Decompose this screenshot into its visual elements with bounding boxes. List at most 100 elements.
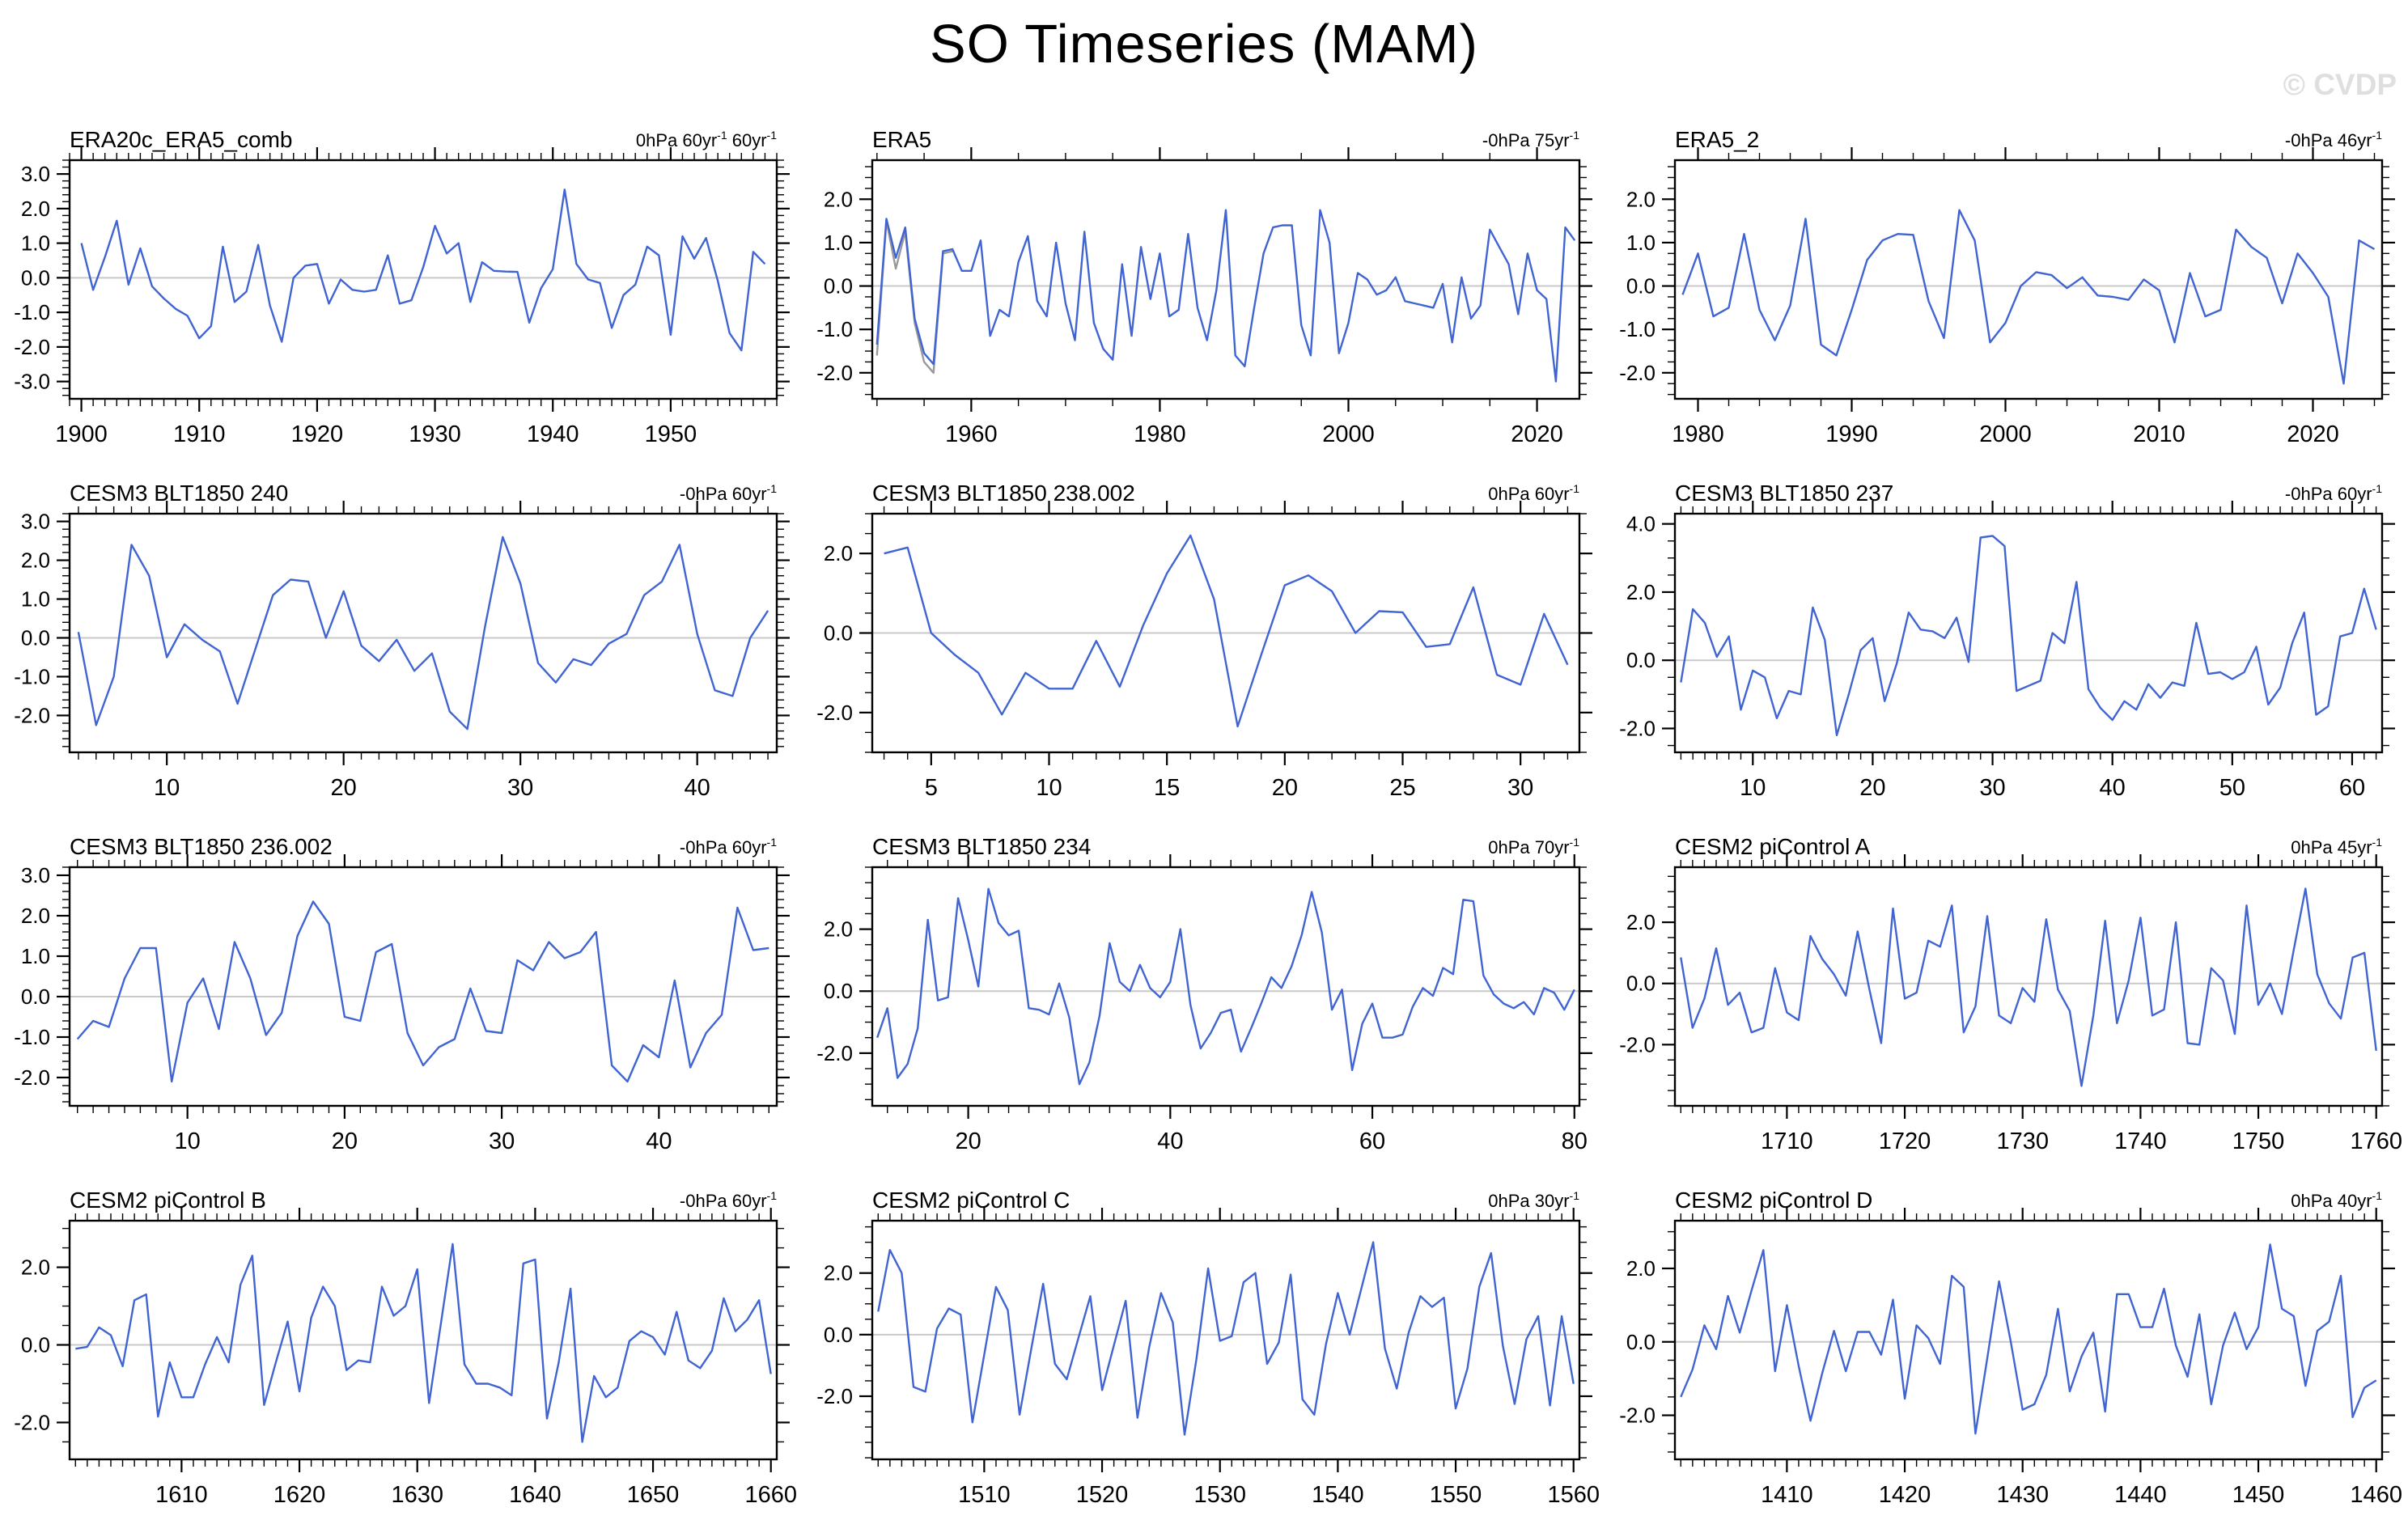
x-tick-label: 1560 <box>1547 1482 1600 1508</box>
y-tick-label: 2.0 <box>824 1261 853 1285</box>
x-tick-label: 60 <box>1359 1128 1385 1154</box>
x-tick-label: 1720 <box>1879 1128 1931 1154</box>
chart-title: CESM3 BLT1850 238.002 <box>872 481 1135 506</box>
chart-units-label: -0hPa 60yr-1 <box>680 482 777 504</box>
x-tick-label: 1900 <box>55 421 108 447</box>
panel-cesm3-blt1850-240: CESM3 BLT1850 240 -0hPa 60yr-1 10 20 30 40 -2.… <box>14 481 790 801</box>
x-tick-label: 2000 <box>1322 421 1375 447</box>
x-tick-label: 1750 <box>2232 1128 2285 1154</box>
y-tick-label: 0.0 <box>1626 1330 1656 1354</box>
x-tick-label: 30 <box>489 1128 515 1154</box>
chart-title: ERA5 <box>872 127 931 152</box>
x-tick-label: 40 <box>685 775 710 801</box>
x-tick-label: 1610 <box>155 1482 208 1508</box>
y-tick-label: -1.0 <box>1619 317 1656 341</box>
x-tick-label: 1640 <box>509 1482 562 1508</box>
plot-box <box>1673 159 2384 400</box>
chart-units-label: -0hPa 60yr-1 <box>680 836 777 857</box>
chart-units-label: 0hPa 40yr-1 <box>2291 1189 2382 1211</box>
panel-cesm3-blt1850-236-002: CESM3 BLT1850 236.002 -0hPa 60yr-1 10 20 30 4… <box>14 834 790 1154</box>
y-tick-label: 0.0 <box>1626 972 1656 996</box>
y-tick-label: 0.0 <box>1626 648 1656 672</box>
x-tick-label: 1650 <box>627 1482 680 1508</box>
y-tick-label: -1.0 <box>14 1025 50 1049</box>
panel-cesm2-picontrol-b: CESM2 piControl B -0hPa 60yr-1 1610 1620 163… <box>14 1188 797 1508</box>
y-tick-label: -2.0 <box>816 701 853 725</box>
x-tick-label: 1960 <box>945 421 998 447</box>
series-line-line <box>884 534 1569 728</box>
x-tick-label: 5 <box>925 775 938 801</box>
plot-box <box>1673 866 2384 1107</box>
y-tick-label: 2.0 <box>1626 187 1656 211</box>
x-tick-label: 10 <box>175 1128 201 1154</box>
plot-box <box>68 1219 778 1461</box>
y-tick-label: 0.0 <box>824 274 853 299</box>
y-tick-label: -2.0 <box>1619 717 1656 741</box>
y-tick-label: -2.0 <box>14 1410 50 1434</box>
x-tick-label: 1540 <box>1312 1482 1364 1508</box>
series-line-line <box>1680 1243 2377 1435</box>
chart-units-label: 0hPa 60yr-1 60yr-1 <box>636 129 777 150</box>
x-tick-label: 2020 <box>2287 421 2339 447</box>
series-line-line <box>876 887 1575 1086</box>
panel-cesm2-picontrol-a: CESM2 piControl A 0hPa 45yr-1 1710 1720 1730… <box>1619 834 2402 1154</box>
x-tick-label: 1460 <box>2350 1482 2402 1508</box>
panel-cesm3-blt1850-234: CESM3 BLT1850 234 0hPa 70yr-1 20 40 60 80 -2.0… <box>816 834 1592 1154</box>
series-line-line <box>1680 535 2377 737</box>
panel-era20c-era5-comb: ERA20c_ERA5_comb 0hPa 60yr-1 60yr-1 1900 19… <box>14 127 790 447</box>
chart-units-label: 0hPa 45yr-1 <box>2291 836 2382 857</box>
x-tick-label: 50 <box>2219 775 2245 801</box>
chart-title: CESM3 BLT1850 234 <box>872 834 1091 859</box>
series-line-line <box>875 209 1576 383</box>
x-tick-label: 40 <box>2100 775 2126 801</box>
y-tick-label: 0.0 <box>21 1332 50 1357</box>
y-tick-label: -2.0 <box>14 703 50 727</box>
x-tick-label: 30 <box>1979 775 2005 801</box>
x-tick-label: 1630 <box>391 1482 443 1508</box>
y-tick-label: 1.0 <box>1626 231 1656 255</box>
chart-title: ERA20c_ERA5_comb <box>70 127 292 152</box>
plot-box <box>871 1219 1581 1461</box>
chart-title: CESM3 BLT1850 237 <box>1675 481 1893 506</box>
y-tick-label: 2.0 <box>21 197 50 221</box>
chart-units-label: -0hPa 75yr-1 <box>1482 129 1579 150</box>
x-tick-label: 30 <box>1507 775 1533 801</box>
x-tick-label: 1920 <box>291 421 344 447</box>
x-tick-label: 1510 <box>958 1482 1011 1508</box>
plot-box <box>871 512 1581 754</box>
y-tick-label: 0.0 <box>1626 274 1656 299</box>
chart-title: CESM3 BLT1850 236.002 <box>70 834 333 859</box>
series-line-line <box>877 1241 1575 1436</box>
x-tick-label: 40 <box>1157 1128 1183 1154</box>
plot-box <box>68 866 778 1107</box>
y-tick-label: 0.0 <box>21 265 50 290</box>
x-tick-label: 1980 <box>1134 421 1186 447</box>
x-tick-label: 2020 <box>1511 421 1563 447</box>
y-tick-label: 0.0 <box>824 621 853 646</box>
y-tick-label: 3.0 <box>21 162 50 186</box>
x-tick-label: 1450 <box>2232 1482 2285 1508</box>
x-tick-label: 20 <box>331 775 357 801</box>
chart-units-label: -0hPa 60yr-1 <box>680 1189 777 1211</box>
panel-cesm2-picontrol-d: CESM2 piControl D 0hPa 40yr-1 1410 1420 1430… <box>1619 1188 2402 1508</box>
y-tick-label: -1.0 <box>816 317 853 341</box>
x-tick-label: 10 <box>1740 775 1766 801</box>
chart-units-label: 0hPa 70yr-1 <box>1488 836 1579 857</box>
y-tick-label: -1.0 <box>14 664 50 688</box>
y-tick-label: 2.0 <box>824 187 853 211</box>
y-tick-label: 2.0 <box>824 541 853 565</box>
series-line-line <box>76 900 769 1083</box>
y-tick-label: -2.0 <box>816 1384 853 1408</box>
x-tick-label: 1420 <box>1879 1482 1931 1508</box>
x-tick-label: 10 <box>1036 775 1062 801</box>
panel-cesm3-blt1850-238-002: CESM3 BLT1850 238.002 0hPa 60yr-1 5 10 15 20 2… <box>816 481 1592 801</box>
plot-box <box>68 512 778 754</box>
x-tick-label: 1990 <box>1825 421 1878 447</box>
y-tick-label: -2.0 <box>816 1041 853 1065</box>
x-tick-label: 1940 <box>527 421 579 447</box>
y-tick-label: 2.0 <box>1626 910 1656 934</box>
x-tick-label: 80 <box>1562 1128 1588 1154</box>
x-tick-label: 2010 <box>2133 421 2185 447</box>
chart-units-label: 0hPa 60yr-1 <box>1488 482 1579 504</box>
y-tick-label: -3.0 <box>14 370 50 394</box>
